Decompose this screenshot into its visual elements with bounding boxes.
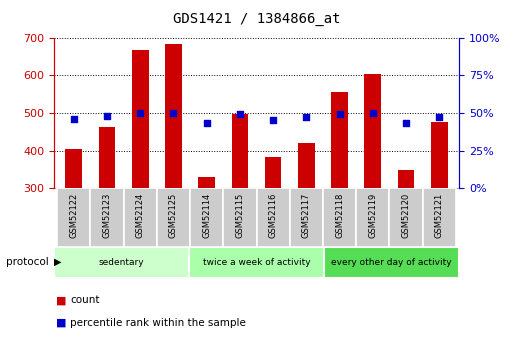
- Text: GSM52122: GSM52122: [69, 193, 78, 238]
- Point: [402, 121, 410, 126]
- Text: GSM52114: GSM52114: [202, 193, 211, 238]
- Bar: [389, 188, 423, 247]
- Text: GSM52118: GSM52118: [335, 193, 344, 238]
- Point: [70, 116, 78, 122]
- Bar: [364, 73, 381, 188]
- Point: [302, 115, 310, 120]
- Bar: [189, 247, 324, 278]
- Bar: [356, 188, 389, 247]
- Text: GSM52125: GSM52125: [169, 193, 178, 238]
- Bar: [190, 188, 223, 247]
- Point: [435, 115, 443, 120]
- Bar: [331, 92, 348, 188]
- Text: GSM52124: GSM52124: [136, 193, 145, 238]
- Text: GSM52121: GSM52121: [435, 193, 444, 238]
- Bar: [199, 177, 215, 188]
- Bar: [132, 50, 149, 188]
- Text: GSM52123: GSM52123: [103, 193, 111, 238]
- Bar: [256, 188, 290, 247]
- Text: percentile rank within the sample: percentile rank within the sample: [70, 318, 246, 327]
- Text: count: count: [70, 295, 100, 305]
- Bar: [124, 188, 157, 247]
- Bar: [324, 247, 459, 278]
- Text: twice a week of activity: twice a week of activity: [203, 258, 310, 267]
- Point: [369, 110, 377, 116]
- Bar: [231, 114, 248, 188]
- Point: [336, 112, 344, 117]
- Bar: [290, 188, 323, 247]
- Bar: [431, 122, 447, 188]
- Text: sedentary: sedentary: [98, 258, 144, 267]
- Point: [169, 110, 177, 116]
- Text: ▶: ▶: [54, 257, 62, 267]
- Bar: [157, 188, 190, 247]
- Text: GSM52117: GSM52117: [302, 193, 311, 238]
- Bar: [90, 188, 124, 247]
- Bar: [98, 127, 115, 188]
- Bar: [323, 188, 356, 247]
- Text: GDS1421 / 1384866_at: GDS1421 / 1384866_at: [173, 12, 340, 26]
- Bar: [165, 44, 182, 188]
- Bar: [54, 247, 189, 278]
- Point: [136, 110, 144, 116]
- Text: GSM52120: GSM52120: [402, 193, 410, 238]
- Point: [103, 113, 111, 119]
- Bar: [223, 188, 256, 247]
- Bar: [265, 157, 282, 188]
- Point: [269, 118, 277, 123]
- Bar: [66, 149, 82, 188]
- Text: protocol: protocol: [6, 257, 49, 267]
- Point: [203, 121, 211, 126]
- Bar: [57, 188, 90, 247]
- Text: GSM52115: GSM52115: [235, 193, 244, 238]
- Bar: [423, 188, 456, 247]
- Bar: [398, 170, 415, 188]
- Text: every other day of activity: every other day of activity: [331, 258, 452, 267]
- Point: [236, 112, 244, 117]
- Bar: [298, 144, 314, 188]
- Text: GSM52116: GSM52116: [269, 193, 278, 238]
- Text: ■: ■: [56, 318, 67, 327]
- Text: GSM52119: GSM52119: [368, 193, 377, 238]
- Text: ■: ■: [56, 295, 67, 305]
